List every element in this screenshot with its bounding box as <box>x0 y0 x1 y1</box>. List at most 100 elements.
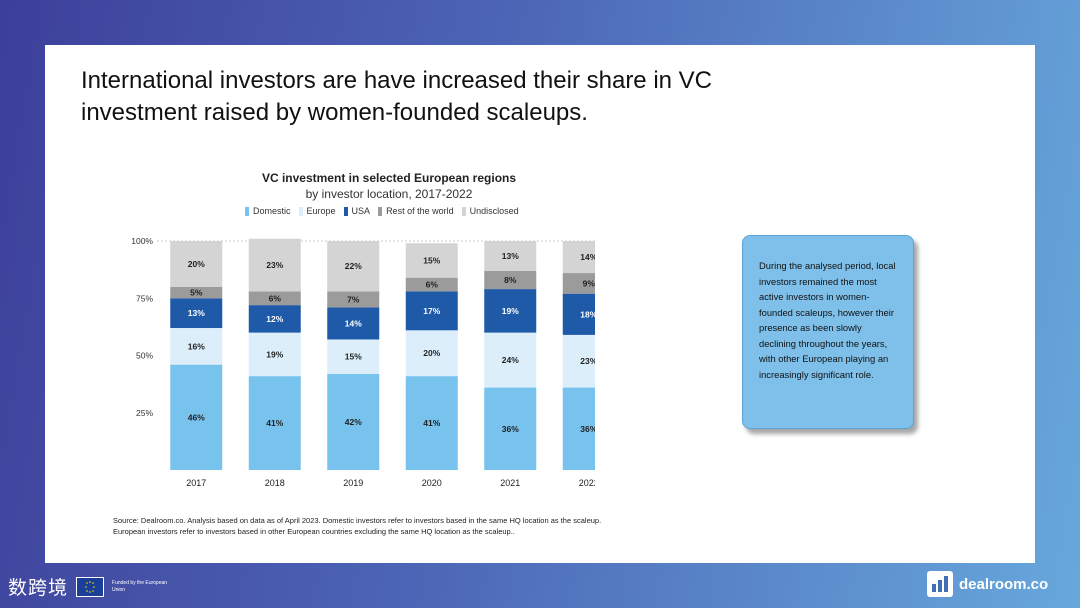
data-label: 19% <box>502 306 519 316</box>
brand-name: dealroom.co <box>959 575 1049 593</box>
data-label: 12% <box>266 314 283 324</box>
bar-segment <box>484 241 537 271</box>
data-label: 23% <box>266 260 283 270</box>
data-label: 20% <box>423 348 440 358</box>
bar-segment <box>562 273 595 294</box>
source-line-2: European investors refer to investors ba… <box>113 527 515 536</box>
data-label: 13% <box>188 308 205 318</box>
legend-swatch <box>343 206 348 216</box>
watermark-text: 数跨境 <box>8 578 69 599</box>
chart-legend: Domestic Europe USA Rest of the world Undisc… <box>245 206 545 216</box>
data-label: 24% <box>502 355 519 365</box>
data-label: 18% <box>580 309 595 319</box>
y-tick-label: 100% <box>131 236 153 246</box>
legend-item-2: USA <box>343 206 371 216</box>
bar-segment <box>562 293 595 335</box>
x-tick-label: 2021 <box>500 478 520 488</box>
legend-label: USA <box>351 206 371 216</box>
legend-label: Undisclosed <box>469 206 519 216</box>
bar-segment <box>562 241 595 274</box>
bar-segment <box>484 332 537 388</box>
y-tick-label: 75% <box>136 293 153 303</box>
data-label: 6% <box>426 280 439 290</box>
bar-segment <box>248 238 301 292</box>
data-label: 46% <box>188 412 205 422</box>
legend-swatch <box>461 206 466 216</box>
bar-segment <box>562 334 595 388</box>
bar-segment <box>248 291 301 306</box>
bar-segment <box>405 243 458 278</box>
footer-right: dealroom.co <box>927 571 1048 597</box>
bar-segment <box>405 376 458 470</box>
bar-segment <box>248 305 301 333</box>
data-label: 14% <box>580 252 595 262</box>
bar-segment <box>170 241 223 287</box>
dealroom-logo-icon <box>927 571 953 597</box>
y-tick-label: 50% <box>136 351 153 361</box>
legend-item-3: Rest of the world <box>378 206 454 216</box>
data-label: 20% <box>188 259 205 269</box>
legend-label: Europe <box>306 206 336 216</box>
legend-item-4: Undisclosed <box>461 206 519 216</box>
legend-swatch <box>245 206 249 216</box>
bar-segment <box>405 277 458 292</box>
data-label: 23% <box>580 356 595 366</box>
legend-item-0: Domestic <box>245 206 291 216</box>
x-tick-label: 2018 <box>265 478 285 488</box>
bar-segment <box>405 330 458 377</box>
x-tick-label: 2022 <box>579 478 595 488</box>
bar-segment <box>562 387 595 470</box>
data-label: 15% <box>345 352 362 362</box>
data-label: 16% <box>188 341 205 351</box>
x-tick-label: 2020 <box>422 478 442 488</box>
data-label: 42% <box>345 417 362 427</box>
chart-title: VC investment in selected European regio… <box>261 171 517 185</box>
data-label: 8% <box>504 275 517 285</box>
bar-segment <box>327 339 380 374</box>
legend-label: Domestic <box>253 206 291 216</box>
insight-callout: During the analysed period, local invest… <box>742 235 914 429</box>
source-note: Source: Dealroom.co. Analysis based on d… <box>113 515 733 537</box>
chart-subtitle: by investor location, 2017-2022 <box>305 187 473 201</box>
legend-label: Rest of the world <box>386 206 454 216</box>
data-label: 36% <box>502 424 519 434</box>
bar-segment <box>170 298 223 329</box>
slide: International investors are have increas… <box>45 45 1035 563</box>
bar-segment <box>327 373 380 470</box>
bar-segment <box>484 387 537 470</box>
data-label: 19% <box>266 349 283 359</box>
data-label: 9% <box>583 278 595 288</box>
data-label: 13% <box>502 251 519 261</box>
data-label: 17% <box>423 306 440 316</box>
footer-left: 数跨境 Funded by the European Union <box>8 573 172 600</box>
bar-segment <box>327 291 380 308</box>
x-tick-label: 2017 <box>186 478 206 488</box>
bar-segment <box>170 364 223 470</box>
source-line-1: Source: Dealroom.co. Analysis based on d… <box>113 516 602 525</box>
stacked-bar-chart: 25% 50% 75% 100% 46% 16% 13% 5% 20% 2017 41% 19% 12%… <box>131 236 595 488</box>
legend-swatch <box>298 206 303 216</box>
y-tick-label: 25% <box>136 408 153 418</box>
page-title: International investors are have increas… <box>81 67 713 126</box>
bar-segment <box>327 307 380 340</box>
eu-funding-text: Funded by the European Union <box>112 579 168 593</box>
bar-segment <box>170 328 223 365</box>
bar-segment <box>170 286 223 299</box>
x-tick-label: 2019 <box>343 478 363 488</box>
data-label: 41% <box>266 418 283 428</box>
data-label: 15% <box>423 255 440 265</box>
bar-segment <box>405 291 458 331</box>
bar-segment <box>484 270 537 290</box>
data-label: 22% <box>345 261 362 271</box>
data-label: 36% <box>580 424 595 434</box>
callout-text: During the analysed period, local invest… <box>759 260 896 380</box>
bar-segment <box>248 332 301 377</box>
data-label: 41% <box>423 418 440 428</box>
bar-segment <box>248 376 301 470</box>
bar-segment <box>484 289 537 333</box>
data-label: 5% <box>190 288 203 298</box>
bar-segment <box>327 241 380 292</box>
data-label: 7% <box>347 294 360 304</box>
data-label: 14% <box>345 318 362 328</box>
data-label: 6% <box>269 293 282 303</box>
